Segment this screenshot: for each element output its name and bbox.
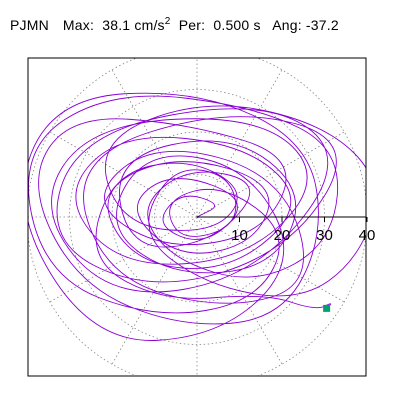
grid-spoke-120 (111, 69, 198, 218)
period-value: 0.500 s (213, 17, 261, 33)
grid-spoke-330 (196, 216, 345, 303)
radial-tick-label-30: 30 (316, 227, 333, 244)
grid-spoke-210 (49, 216, 198, 303)
period-label: Per: (178, 17, 206, 33)
max-value: 38.1 cm/s (102, 17, 165, 33)
station-code: PJMN (10, 17, 49, 33)
grid-spoke-30 (196, 131, 345, 218)
end-point-marker (323, 304, 331, 312)
angle-label: Ang: (272, 17, 302, 33)
plot-frame (27, 57, 367, 377)
chart-title: PJMN Max: 38.1 cm/s2 Per: 0.500 s Ang: -3… (10, 16, 339, 33)
max-exponent: 2 (164, 16, 171, 27)
radial-tick-label-40: 40 (359, 227, 376, 244)
max-label: Max: (62, 17, 95, 33)
radial-tick-label-10: 10 (231, 227, 248, 244)
angle-value: -37.2 (305, 17, 339, 33)
radial-tick-label-20: 20 (274, 227, 291, 244)
grid-spoke-60 (196, 69, 283, 218)
orbit-trace (28, 92, 366, 341)
